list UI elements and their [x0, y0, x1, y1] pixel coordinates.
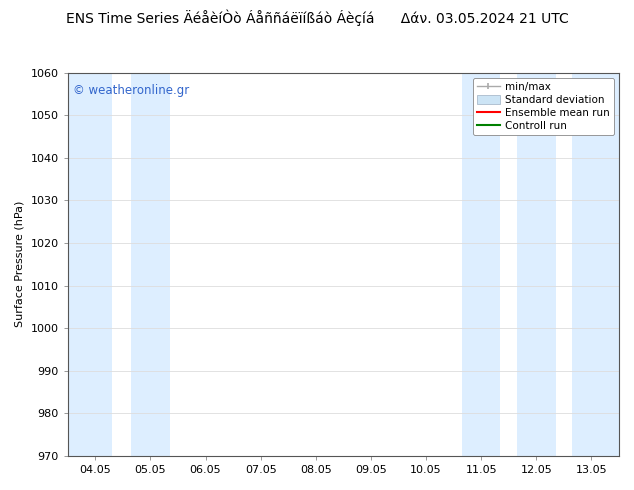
Bar [517, 73, 555, 456]
Y-axis label: Surface Pressure (hPa): Surface Pressure (hPa) [15, 201, 25, 327]
Bar [462, 73, 500, 456]
Bar [68, 73, 112, 456]
Text: ENS Time Series ÄéåèíÒò Áåññáëïíßáò Áèçíá      Δάν. 03.05.2024 21 UTC: ENS Time Series ÄéåèíÒò Áåññáëïíßáò Áèçí… [66, 10, 568, 26]
Text: © weatheronline.gr: © weatheronline.gr [73, 84, 190, 97]
Bar [131, 73, 170, 456]
Legend: min/max, Standard deviation, Ensemble mean run, Controll run: min/max, Standard deviation, Ensemble me… [472, 78, 614, 135]
Bar [572, 73, 619, 456]
